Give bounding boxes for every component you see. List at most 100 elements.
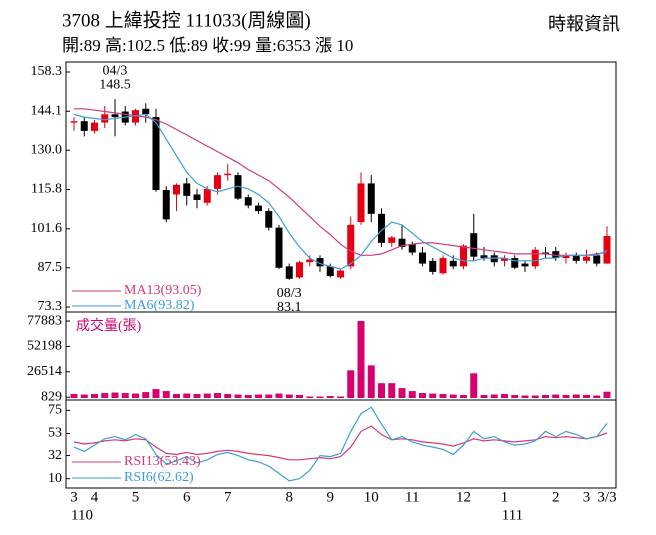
- volume-bar: [480, 395, 488, 398]
- x-tick-label: 3: [70, 489, 78, 505]
- volume-bar: [439, 394, 447, 398]
- volume-bar: [244, 395, 252, 398]
- candle-body: [480, 255, 488, 259]
- line-series: [73, 425, 608, 461]
- volume-bar: [337, 396, 344, 398]
- volume-bar: [552, 394, 560, 398]
- volume-bar: [521, 395, 529, 398]
- volume-bar: [101, 393, 109, 398]
- x-tick-label: 11: [405, 489, 419, 505]
- volume-bar: [378, 383, 385, 398]
- volume-bar: [173, 394, 180, 398]
- volume-bar: [296, 395, 303, 398]
- volume-bar: [91, 394, 98, 398]
- candle-body: [152, 117, 160, 191]
- volume-bar: [152, 389, 160, 398]
- candle-body: [562, 255, 570, 259]
- candle-body: [531, 249, 539, 267]
- y-tick-label: 53: [48, 426, 62, 441]
- candle-body: [460, 245, 467, 267]
- volume-bar: [542, 395, 549, 398]
- legend-label: RSI6(62.62): [124, 470, 194, 485]
- volume-bar: [603, 391, 611, 398]
- candle-body: [501, 258, 508, 261]
- volume-bar: [142, 392, 150, 398]
- volume-bar: [224, 394, 232, 398]
- volume-bar: [531, 395, 539, 398]
- y-tick-label: 32: [48, 448, 62, 463]
- candle-body: [552, 251, 560, 259]
- volume-bar: [572, 394, 580, 398]
- y-tick-label: 26514: [27, 364, 62, 379]
- volume-bar: [408, 391, 416, 398]
- volume-bar: [449, 394, 457, 398]
- annotation-value: 83.1: [277, 300, 302, 315]
- annotation-date: 08/3: [277, 286, 302, 301]
- volume-bar: [347, 370, 355, 398]
- volume-bar: [275, 393, 283, 398]
- candle-body: [111, 114, 119, 118]
- candle-body: [593, 255, 601, 264]
- legend-label: MA6(93.82): [124, 298, 195, 313]
- volume-bar: [583, 395, 590, 398]
- volume-bar: [306, 396, 314, 398]
- volume-bar: [111, 392, 119, 398]
- volume-bar: [367, 365, 375, 398]
- y-tick-label: 75: [48, 403, 62, 418]
- x-tick-label: 9: [327, 489, 335, 505]
- candle-body: [91, 122, 98, 131]
- candle-body: [572, 255, 580, 261]
- candle-body: [193, 194, 201, 201]
- volume-bar: [214, 393, 221, 398]
- volume-bar: [511, 395, 519, 398]
- candle-body: [583, 256, 590, 261]
- volume-bar: [121, 393, 129, 398]
- candle-body: [265, 211, 273, 228]
- candle-body: [542, 252, 549, 254]
- volume-bar: [183, 393, 191, 398]
- candle-body: [429, 260, 437, 272]
- volume-bar: [490, 394, 498, 398]
- y-tick-label: 52198: [27, 339, 62, 354]
- candle-body: [296, 262, 303, 278]
- annotation-date: 04/3: [103, 63, 128, 78]
- x-tick-label: 7: [224, 489, 232, 505]
- candle-body: [367, 183, 375, 214]
- candle-body: [603, 235, 611, 264]
- candle-body: [142, 108, 150, 115]
- candle-body: [511, 258, 519, 268]
- candle-body: [388, 237, 396, 243]
- candle-body: [326, 266, 334, 277]
- source: 時報資訊: [548, 14, 620, 34]
- x-tick-label: 12: [456, 489, 471, 505]
- candle-body: [70, 121, 78, 123]
- candle-body: [408, 244, 416, 253]
- y-tick-label: 87.5: [38, 260, 63, 275]
- x-tick-label: 2: [552, 489, 560, 505]
- volume-title: 成交量(張): [76, 317, 142, 334]
- candle-body: [244, 197, 252, 206]
- line-series: [74, 108, 608, 256]
- x-tick-label: 8: [286, 489, 294, 505]
- candle-body: [183, 183, 191, 196]
- volume-bar: [357, 321, 365, 398]
- volume-bar: [255, 394, 262, 398]
- volume-bar: [388, 383, 396, 398]
- candle-body: [173, 184, 180, 195]
- x-tick-label: 1: [501, 489, 509, 505]
- candle-body: [224, 173, 232, 176]
- x-tick-label: 3/3: [597, 489, 616, 505]
- candle-body: [490, 255, 498, 263]
- candle-body: [470, 233, 478, 257]
- annotation-value: 148.5: [99, 77, 131, 92]
- y-tick-label: 10: [48, 471, 62, 486]
- volume-bar: [419, 393, 426, 398]
- x-year-label: 110: [71, 507, 93, 523]
- candle-body: [439, 258, 447, 274]
- x-tick-label: 10: [364, 489, 379, 505]
- candle-body: [449, 260, 457, 267]
- candle-body: [398, 238, 406, 248]
- volume-bar: [501, 394, 508, 398]
- candle-body: [101, 114, 109, 123]
- volume-bar: [132, 393, 139, 398]
